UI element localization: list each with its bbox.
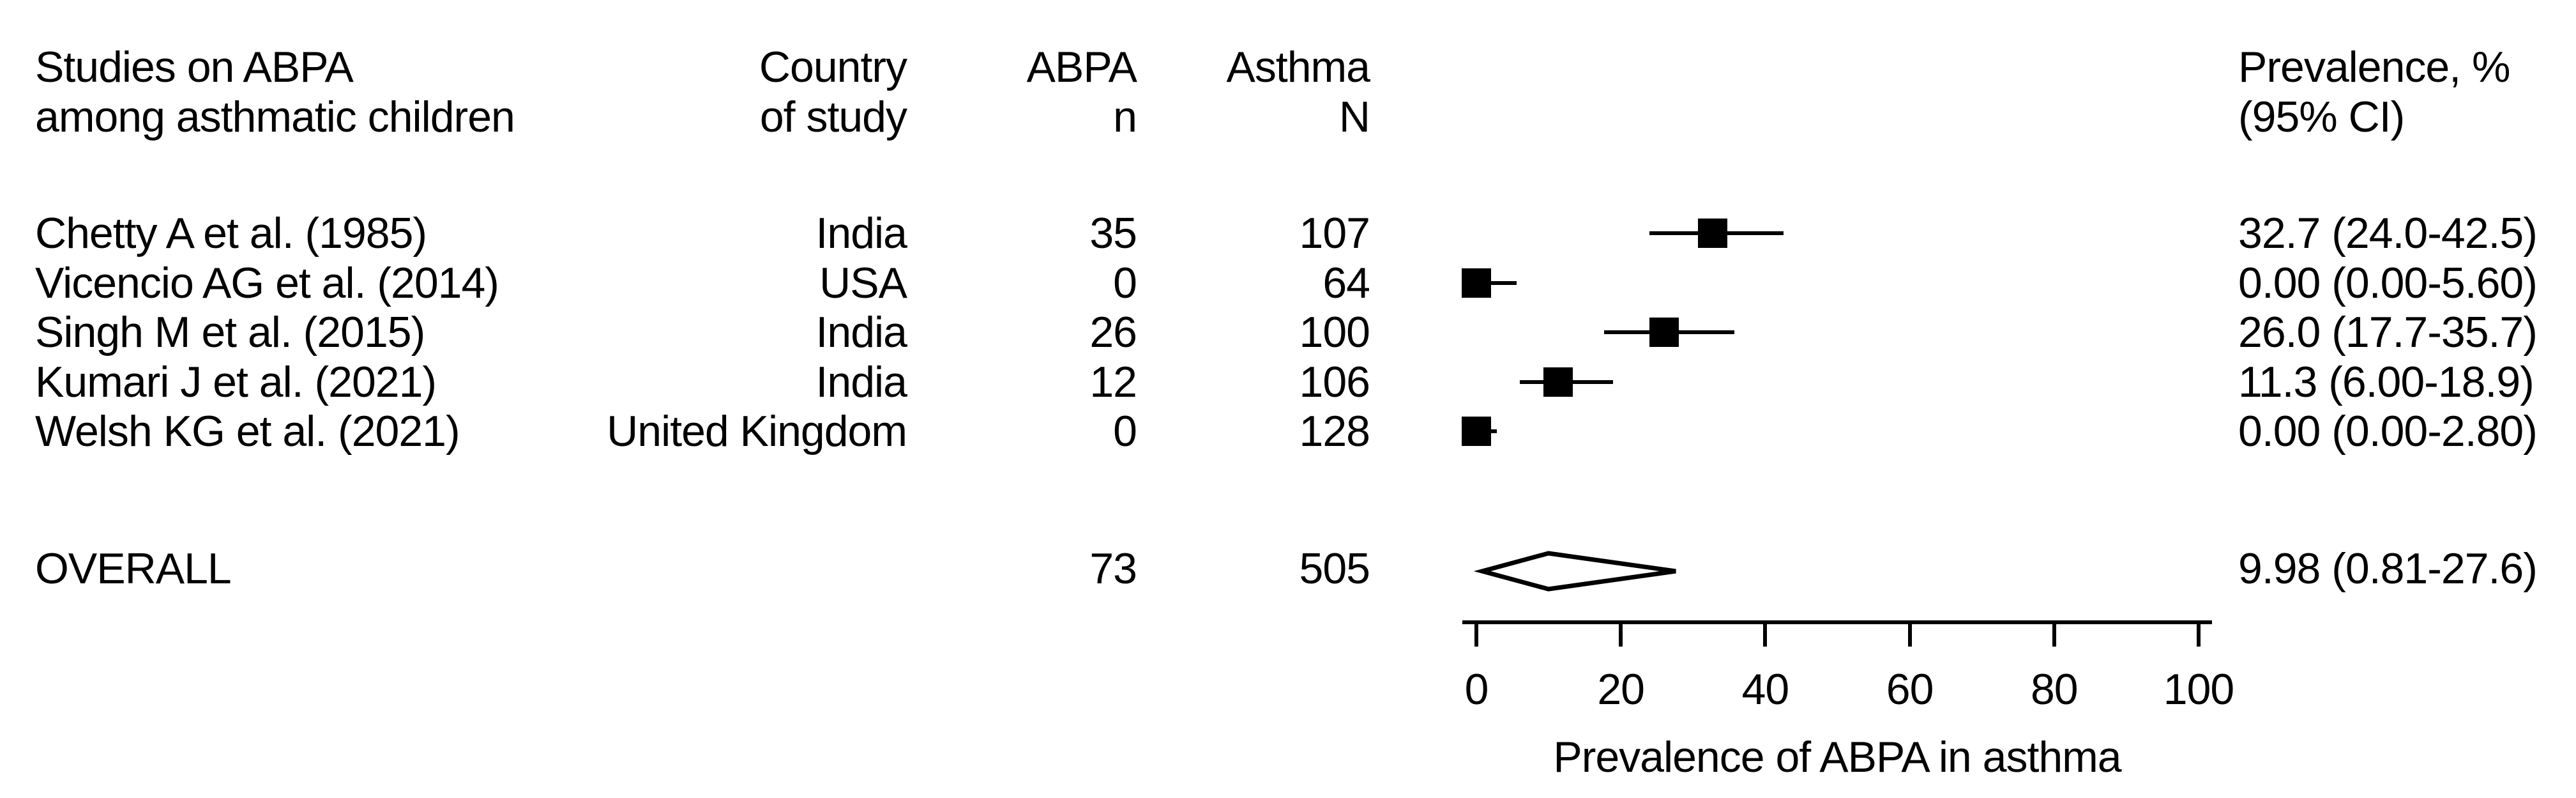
study-country: India: [815, 358, 907, 406]
prevalence-ci: 0.00 (0.00-5.60): [2238, 259, 2538, 307]
point-estimate-square: [1462, 268, 1491, 298]
prevalence-ci: 0.00 (0.00-2.80): [2238, 407, 2538, 456]
abpa-n-value: 12: [1089, 358, 1137, 406]
header-studies-line2: among asthmatic children: [35, 93, 515, 141]
prevalence-ci: 26.0 (17.7-35.7): [2238, 308, 2538, 357]
x-axis-tick-label: 80: [2030, 665, 2079, 714]
abpa-n-value: 0: [1113, 407, 1137, 456]
point-estimate-square: [1649, 318, 1679, 347]
header-asthma-N: Asthma N: [1178, 42, 1370, 142]
header-country-line2: of study: [759, 93, 907, 141]
header-abpa-line2: n: [1113, 93, 1137, 141]
header-abpa-n: ABPA n: [945, 42, 1137, 142]
study-country: USA: [819, 259, 907, 307]
prevalence-ci: 32.7 (24.0-42.5): [2238, 209, 2538, 257]
header-prevalence-line2: (95% CI): [2238, 93, 2405, 141]
header-abpa-line1: ABPA: [1026, 43, 1137, 91]
study-country: India: [815, 209, 907, 257]
study-name: Vicencio AG et al. (2014): [35, 259, 499, 307]
header-prevalence-line1: Prevalence, %: [2238, 43, 2510, 91]
study-country: India: [815, 308, 907, 357]
prevalence-ci: 11.3 (6.00-18.9): [2238, 358, 2534, 406]
asthma-n-value: 64: [1322, 259, 1370, 307]
point-estimate-square: [1543, 367, 1573, 397]
x-axis-tick: [1474, 622, 1478, 647]
asthma-n-value: 128: [1299, 407, 1370, 456]
x-axis-line: [1462, 620, 2212, 624]
study-name: Kumari J et al. (2021): [35, 358, 437, 406]
study-name: Chetty A et al. (1985): [35, 209, 427, 257]
overall-diamond-shape: [1473, 551, 1676, 592]
x-axis-tick-label: 60: [1886, 665, 1934, 714]
overall-label: OVERALL: [35, 544, 232, 593]
study-name: Singh M et al. (2015): [35, 308, 425, 357]
x-axis-tick: [2052, 622, 2056, 647]
x-axis-tick-label: 0: [1464, 665, 1489, 714]
point-estimate-square: [1697, 219, 1727, 248]
overall-diamond: [1473, 551, 1676, 592]
asthma-n-value: 107: [1299, 209, 1370, 257]
header-country: Country of study: [268, 42, 907, 142]
abpa-n-value: 26: [1089, 308, 1137, 357]
header-asthma-line2: N: [1338, 93, 1370, 141]
overall-abpa-n: 73: [1089, 544, 1137, 593]
asthma-n-value: 106: [1299, 358, 1370, 406]
x-axis-tick-label: 40: [1741, 665, 1790, 714]
x-axis-tick: [1619, 622, 1623, 647]
study-name: Welsh KG et al. (2021): [35, 407, 460, 456]
x-axis-tick-label: 100: [2163, 665, 2234, 714]
ci-whisker: [1476, 281, 1517, 285]
x-axis-tick: [1907, 622, 1912, 647]
header-country-line1: Country: [759, 43, 907, 91]
study-country: United Kingdom: [607, 407, 907, 456]
overall-asthma-n: 505: [1299, 544, 1370, 593]
point-estimate-square: [1462, 417, 1491, 446]
x-axis-tick: [2197, 622, 2201, 647]
header-asthma-line1: Asthma: [1226, 43, 1370, 91]
x-axis-title: Prevalence of ABPA in asthma: [1553, 733, 2121, 781]
x-axis-tick: [1763, 622, 1768, 647]
header-studies-line1: Studies on ABPA: [35, 43, 354, 91]
header-prevalence: Prevalence, % (95% CI): [2238, 42, 2576, 142]
overall-prevalence-ci: 9.98 (0.81-27.6): [2238, 544, 2538, 593]
abpa-n-value: 0: [1113, 259, 1137, 307]
asthma-n-value: 100: [1299, 308, 1370, 357]
header-studies: Studies on ABPA among asthmatic children: [35, 42, 929, 142]
x-axis-tick-label: 20: [1597, 665, 1645, 714]
abpa-n-value: 35: [1089, 209, 1137, 257]
